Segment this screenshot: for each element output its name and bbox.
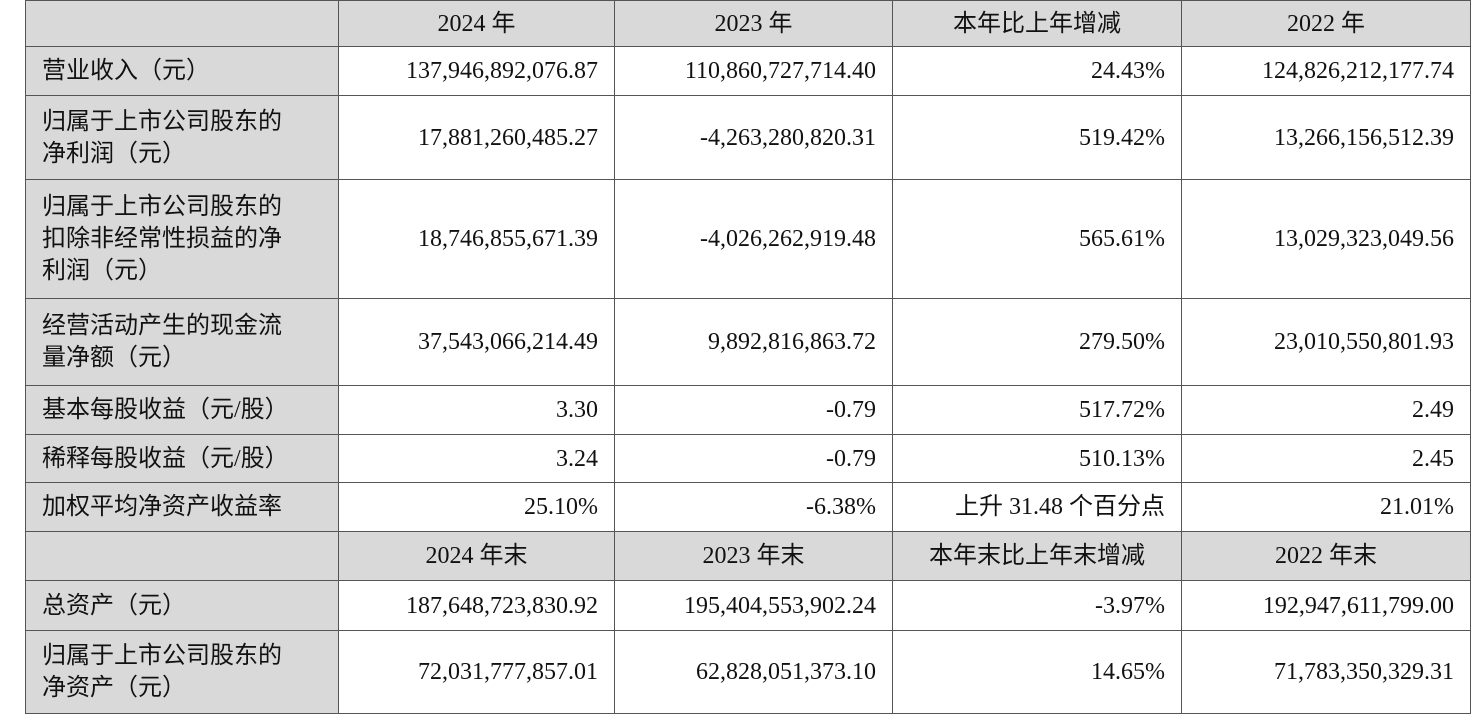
cell-value: 上升 31.48 个百分点	[892, 482, 1182, 532]
data-row: 总资产（元） 187,648,723,830.92 195,404,553,902.…	[25, 580, 1471, 631]
row-label: 归属于上市公司股东的净利润（元）	[25, 95, 339, 180]
header-cell: 2022 年	[1181, 0, 1471, 47]
cell-value: 195,404,553,902.24	[614, 580, 893, 631]
financial-table: 2024 年 2023 年本年比上年增减 2022 年营业收入（元） 137,946,…	[25, 0, 1471, 714]
header-corner	[25, 0, 339, 47]
cell-value: -3.97%	[892, 580, 1182, 631]
header-cell: 2023 年末	[614, 531, 893, 581]
row-label: 营业收入（元）	[25, 46, 339, 96]
cell-value: 62,828,051,373.10	[614, 630, 893, 714]
header-cell: 2024 年末	[338, 531, 615, 581]
header-row: 2024 年 2023 年本年比上年增减 2022 年	[25, 0, 1471, 47]
cell-value: 137,946,892,076.87	[338, 46, 615, 96]
header-cell: 本年比上年增减	[892, 0, 1182, 47]
cell-value: -0.79	[614, 434, 893, 483]
cell-value: 192,947,611,799.00	[1181, 580, 1471, 631]
cell-value: 2.45	[1181, 434, 1471, 483]
cell-value: 25.10%	[338, 482, 615, 532]
data-row: 稀释每股收益（元/股） 3.24 -0.79 510.13% 2.45	[25, 434, 1471, 483]
row-label: 经营活动产生的现金流量净额（元）	[25, 298, 339, 386]
cell-value: 3.30	[338, 385, 615, 435]
header-cell: 2022 年末	[1181, 531, 1471, 581]
cell-value: 37,543,066,214.49	[338, 298, 615, 386]
cell-value: 510.13%	[892, 434, 1182, 483]
cell-value: -4,263,280,820.31	[614, 95, 893, 180]
cell-value: 9,892,816,863.72	[614, 298, 893, 386]
cell-value: 3.24	[338, 434, 615, 483]
header-row: 2024 年末 2023 年末 本年末比上年末增减 2022 年末	[25, 531, 1471, 581]
row-label: 基本每股收益（元/股）	[25, 385, 339, 435]
data-row: 归属于上市公司股东的净资产（元） 72,031,777,857.01 62,828,…	[25, 630, 1471, 714]
cell-value: 187,648,723,830.92	[338, 580, 615, 631]
cell-value: 565.61%	[892, 179, 1182, 299]
cell-value: 18,746,855,671.39	[338, 179, 615, 299]
cell-value: 72,031,777,857.01	[338, 630, 615, 714]
data-row: 加权平均净资产收益率 25.10% -6.38% 上升 31.48 个百分点 21.01…	[25, 482, 1471, 532]
cell-value: -0.79	[614, 385, 893, 435]
cell-value: 71,783,350,329.31	[1181, 630, 1471, 714]
header-cell: 2024 年	[338, 0, 615, 47]
row-label: 归属于上市公司股东的扣除非经常性损益的净利润（元）	[25, 179, 339, 299]
cell-value: 124,826,212,177.74	[1181, 46, 1471, 96]
cell-value: 23,010,550,801.93	[1181, 298, 1471, 386]
row-label: 总资产（元）	[25, 580, 339, 631]
data-row: 基本每股收益（元/股） 3.30 -0.79 517.72% 2.49	[25, 385, 1471, 435]
cell-value: 13,029,323,049.56	[1181, 179, 1471, 299]
data-row: 归属于上市公司股东的净利润（元） 17,881,260,485.27 -4,263,…	[25, 95, 1471, 180]
row-label: 稀释每股收益（元/股）	[25, 434, 339, 483]
row-label: 归属于上市公司股东的净资产（元）	[25, 630, 339, 714]
header-cell: 2023 年	[614, 0, 893, 47]
cell-value: -4,026,262,919.48	[614, 179, 893, 299]
cell-value: 13,266,156,512.39	[1181, 95, 1471, 180]
cell-value: 517.72%	[892, 385, 1182, 435]
data-row: 归属于上市公司股东的扣除非经常性损益的净利润（元） 18,746,855,671.…	[25, 179, 1471, 299]
cell-value: 2.49	[1181, 385, 1471, 435]
data-row: 营业收入（元） 137,946,892,076.87 110,860,727,714…	[25, 46, 1471, 96]
cell-value: 519.42%	[892, 95, 1182, 180]
header-corner	[25, 531, 339, 581]
data-row: 经营活动产生的现金流量净额（元） 37,543,066,214.49 9,892,8…	[25, 298, 1471, 386]
cell-value: 24.43%	[892, 46, 1182, 96]
cell-value: 14.65%	[892, 630, 1182, 714]
cell-value: 110,860,727,714.40	[614, 46, 893, 96]
cell-value: 21.01%	[1181, 482, 1471, 532]
cell-value: -6.38%	[614, 482, 893, 532]
cell-value: 279.50%	[892, 298, 1182, 386]
row-label: 加权平均净资产收益率	[25, 482, 339, 532]
header-cell: 本年末比上年末增减	[892, 531, 1182, 581]
table-body: 2024 年 2023 年本年比上年增减 2022 年营业收入（元） 137,946,…	[25, 0, 1471, 714]
cell-value: 17,881,260,485.27	[338, 95, 615, 180]
